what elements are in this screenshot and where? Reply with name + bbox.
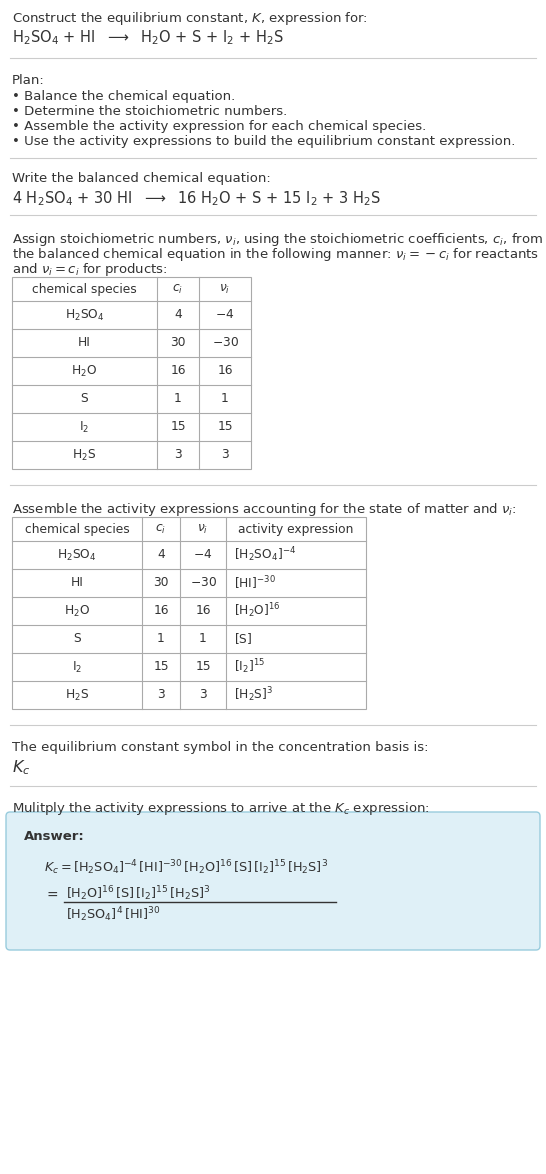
Text: $-4$: $-4$ <box>193 548 212 561</box>
Text: Answer:: Answer: <box>24 830 85 843</box>
Text: HI: HI <box>70 576 84 589</box>
Text: 30: 30 <box>170 337 186 350</box>
Text: S: S <box>73 633 81 646</box>
Text: 16: 16 <box>153 605 169 618</box>
Text: 15: 15 <box>153 661 169 674</box>
Text: Write the balanced chemical equation:: Write the balanced chemical equation: <box>12 173 271 185</box>
Text: 15: 15 <box>195 661 211 674</box>
Text: 15: 15 <box>170 420 186 433</box>
FancyBboxPatch shape <box>6 812 540 950</box>
Text: • Assemble the activity expression for each chemical species.: • Assemble the activity expression for e… <box>12 120 426 133</box>
Text: $c_i$: $c_i$ <box>156 522 167 535</box>
Text: 16: 16 <box>195 605 211 618</box>
Text: activity expression: activity expression <box>238 522 354 535</box>
Text: 3: 3 <box>221 448 229 461</box>
Text: $[\mathrm{HI}]^{-30}$: $[\mathrm{HI}]^{-30}$ <box>234 574 276 592</box>
Text: 15: 15 <box>217 420 233 433</box>
Text: 1: 1 <box>199 633 207 646</box>
Text: $\mathrm{H_2O}$: $\mathrm{H_2O}$ <box>72 364 98 378</box>
Text: 1: 1 <box>174 392 182 405</box>
Text: The equilibrium constant symbol in the concentration basis is:: The equilibrium constant symbol in the c… <box>12 741 429 754</box>
Text: Plan:: Plan: <box>12 74 45 87</box>
Text: 3: 3 <box>157 688 165 702</box>
Text: 16: 16 <box>170 364 186 378</box>
Text: 3: 3 <box>174 448 182 461</box>
Text: $=$: $=$ <box>44 888 59 900</box>
Text: $\mathrm{H_2SO_4}$ + HI  $\longrightarrow$  $\mathrm{H_2O}$ + S + $\mathrm{I_2}$: $\mathrm{H_2SO_4}$ + HI $\longrightarrow… <box>12 28 284 47</box>
Text: $K_c = [\mathrm{H_2SO_4}]^{-4}\,[\mathrm{HI}]^{-30}\,[\mathrm{H_2O}]^{16}\,[\mat: $K_c = [\mathrm{H_2SO_4}]^{-4}\,[\mathrm… <box>44 858 328 877</box>
Text: Assign stoichiometric numbers, $\nu_i$, using the stoichiometric coefficients, $: Assign stoichiometric numbers, $\nu_i$, … <box>12 231 543 248</box>
Text: $\mathrm{H_2S}$: $\mathrm{H_2S}$ <box>73 447 97 463</box>
Text: chemical species: chemical species <box>32 283 137 296</box>
Text: 4 $\mathrm{H_2SO_4}$ + 30 HI  $\longrightarrow$  16 $\mathrm{H_2O}$ + S + 15 $\m: 4 $\mathrm{H_2SO_4}$ + 30 HI $\longright… <box>12 189 382 208</box>
Text: S: S <box>81 392 88 405</box>
Text: 4: 4 <box>157 548 165 561</box>
Text: $\nu_i$: $\nu_i$ <box>198 522 209 535</box>
Text: • Balance the chemical equation.: • Balance the chemical equation. <box>12 90 235 103</box>
Text: $[\mathrm{H_2SO_4}]^{-4}$: $[\mathrm{H_2SO_4}]^{-4}$ <box>234 546 296 565</box>
Text: 3: 3 <box>199 688 207 702</box>
Text: $[\mathrm{H_2SO_4}]^{4}\,[\mathrm{HI}]^{30}$: $[\mathrm{H_2SO_4}]^{4}\,[\mathrm{HI}]^{… <box>66 905 161 924</box>
Text: $[\mathrm{H_2O}]^{16}$: $[\mathrm{H_2O}]^{16}$ <box>234 601 281 620</box>
Text: 16: 16 <box>217 364 233 378</box>
Text: $\mathrm{H_2S}$: $\mathrm{H_2S}$ <box>65 688 89 702</box>
Text: $-30$: $-30$ <box>211 337 239 350</box>
Text: $\nu_i$: $\nu_i$ <box>219 283 230 296</box>
Text: $K_c$: $K_c$ <box>12 758 31 777</box>
Text: $\mathrm{H_2O}$: $\mathrm{H_2O}$ <box>64 603 90 619</box>
Text: $-30$: $-30$ <box>189 576 216 589</box>
Text: • Determine the stoichiometric numbers.: • Determine the stoichiometric numbers. <box>12 104 287 119</box>
Text: Construct the equilibrium constant, $K$, expression for:: Construct the equilibrium constant, $K$,… <box>12 11 368 27</box>
Text: Assemble the activity expressions accounting for the state of matter and $\nu_i$: Assemble the activity expressions accoun… <box>12 501 517 518</box>
Text: $-4$: $-4$ <box>215 309 235 322</box>
Text: 4: 4 <box>174 309 182 322</box>
Text: 30: 30 <box>153 576 169 589</box>
Text: $c_i$: $c_i$ <box>173 283 183 296</box>
Bar <box>12 277 251 468</box>
Text: $[\mathrm{S}]$: $[\mathrm{S}]$ <box>234 632 252 647</box>
Text: HI: HI <box>78 337 91 350</box>
Text: Mulitply the activity expressions to arrive at the $K_c$ expression:: Mulitply the activity expressions to arr… <box>12 799 430 817</box>
Text: chemical species: chemical species <box>25 522 129 535</box>
Text: $\mathrm{I_2}$: $\mathrm{I_2}$ <box>79 419 90 434</box>
Text: 1: 1 <box>221 392 229 405</box>
Bar <box>12 517 366 709</box>
Text: $[\mathrm{H_2S}]^{3}$: $[\mathrm{H_2S}]^{3}$ <box>234 686 274 704</box>
Text: 1: 1 <box>157 633 165 646</box>
Text: $\mathrm{I_2}$: $\mathrm{I_2}$ <box>72 660 82 675</box>
Text: $[\mathrm{I_2}]^{15}$: $[\mathrm{I_2}]^{15}$ <box>234 657 265 676</box>
Text: the balanced chemical equation in the following manner: $\nu_i = -c_i$ for react: the balanced chemical equation in the fo… <box>12 247 539 263</box>
Text: • Use the activity expressions to build the equilibrium constant expression.: • Use the activity expressions to build … <box>12 135 515 148</box>
Text: $\mathrm{H_2SO_4}$: $\mathrm{H_2SO_4}$ <box>64 308 104 323</box>
Text: and $\nu_i = c_i$ for products:: and $\nu_i = c_i$ for products: <box>12 261 168 278</box>
Text: $\mathrm{H_2SO_4}$: $\mathrm{H_2SO_4}$ <box>57 547 97 562</box>
Text: $[\mathrm{H_2O}]^{16}\,[\mathrm{S}]\,[\mathrm{I_2}]^{15}\,[\mathrm{H_2S}]^{3}$: $[\mathrm{H_2O}]^{16}\,[\mathrm{S}]\,[\m… <box>66 884 210 903</box>
